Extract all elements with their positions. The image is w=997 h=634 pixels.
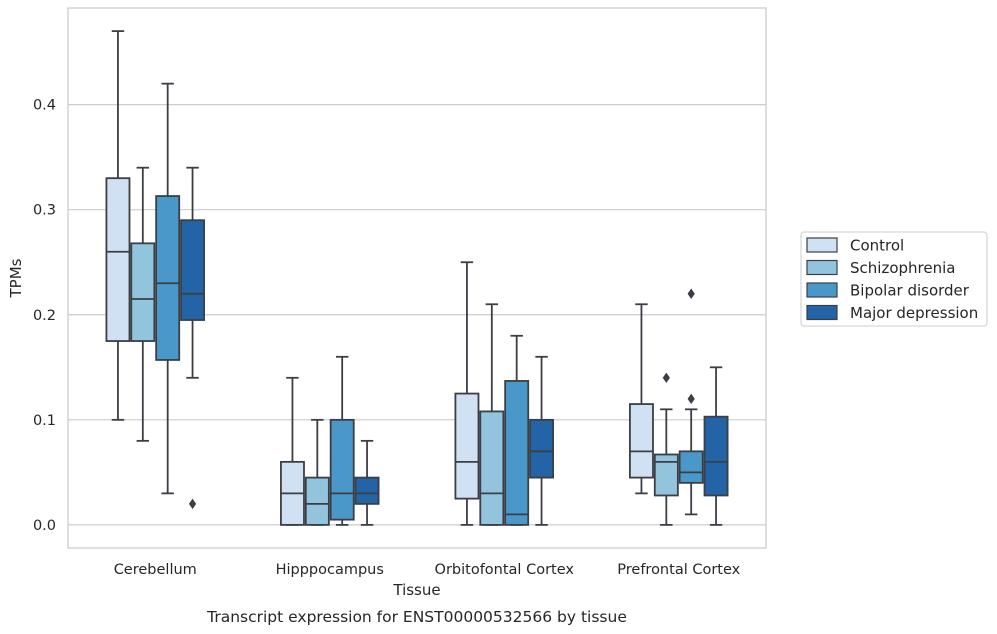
- plot-frame: [67, 7, 767, 549]
- box-iqr: [105, 177, 131, 342]
- x-tick-label: Orbitofontal Cortex: [435, 562, 575, 578]
- y-tick-label: 0.2: [33, 308, 56, 324]
- box-0-2: [454, 261, 480, 526]
- box-iqr: [329, 418, 355, 521]
- box-iqr: [479, 410, 505, 526]
- legend-label: Major depression: [850, 304, 978, 322]
- y-tick-label: 0.0: [33, 518, 56, 534]
- box-1-0: [130, 166, 156, 442]
- x-tick-label: Hipppocampus: [276, 562, 384, 578]
- box-iqr: [653, 453, 679, 497]
- x-tick-label: Prefrontal Cortex: [617, 562, 740, 578]
- box-iqr: [354, 476, 380, 505]
- y-axis-label: TPMs: [7, 258, 25, 298]
- box-3-2: [529, 355, 554, 526]
- box-2-3: [678, 288, 704, 516]
- box-iqr: [529, 418, 554, 479]
- box-0-3: [629, 303, 654, 495]
- box-iqr: [155, 195, 181, 361]
- box-iqr: [454, 392, 480, 500]
- x-tick-label: Cerebellum: [114, 562, 197, 578]
- box-2-2: [504, 334, 530, 526]
- y-tick-label: 0.3: [33, 203, 56, 219]
- box-0-1: [280, 376, 305, 526]
- box-2-1: [329, 355, 355, 526]
- flier-point: [662, 372, 670, 384]
- y-tick-labels: 0.0 0.1 0.2 0.3 0.4: [33, 98, 56, 534]
- box-groups: [105, 30, 729, 526]
- legend-label: Schizophrenia: [850, 259, 955, 277]
- box-1-2: [479, 303, 505, 526]
- box-1-1: [304, 418, 330, 526]
- legend-swatch: [806, 304, 838, 321]
- x-tick-labels: Cerebellum Hipppocampus Orbitofontal Corte…: [114, 562, 741, 578]
- box-iqr: [629, 403, 654, 479]
- box-iqr: [180, 219, 205, 321]
- box-1-3: [653, 372, 679, 526]
- box-iqr: [703, 415, 729, 497]
- flier-point: [687, 393, 695, 405]
- box-iqr: [304, 476, 330, 526]
- legend: Control Schizophrenia Bipolar disorder Majo…: [800, 231, 988, 327]
- legend-swatch: [806, 237, 838, 253]
- x-axis-label: Tissue: [392, 581, 440, 599]
- legend-label: Control: [850, 237, 904, 255]
- box-iqr: [678, 450, 704, 484]
- legend-label: Bipolar disorder: [850, 282, 970, 300]
- box-3-1: [354, 439, 380, 526]
- y-tick-label: 0.1: [33, 413, 56, 429]
- flier-point: [687, 288, 695, 299]
- flier-point: [188, 498, 197, 510]
- y-tick-label: 0.4: [33, 98, 56, 114]
- chart-caption: Transcript expression for ENST0000053256…: [206, 608, 627, 626]
- box-0-0: [105, 30, 131, 421]
- box-2-0: [155, 82, 181, 495]
- box-iqr: [504, 380, 530, 526]
- legend-swatch: [806, 259, 838, 276]
- box-3-0: [180, 166, 205, 510]
- legend-frame: [800, 231, 988, 327]
- box-3-3: [703, 366, 729, 526]
- box-iqr: [130, 242, 156, 342]
- legend-swatch: [806, 282, 838, 298]
